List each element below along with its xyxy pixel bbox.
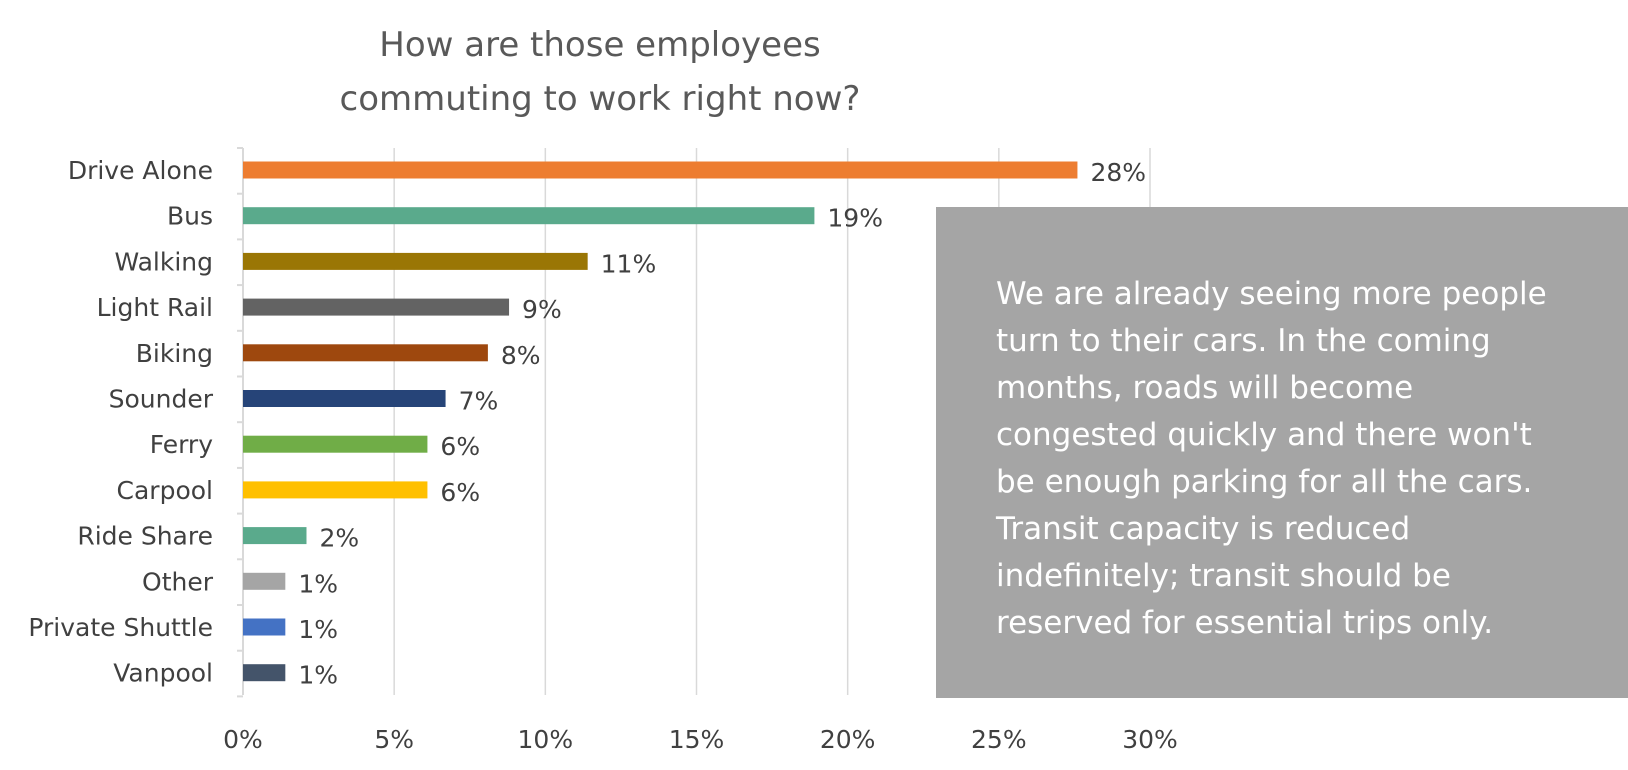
data-label: 7% <box>459 387 499 416</box>
data-label: 1% <box>298 569 338 598</box>
category-label: Bus <box>167 202 213 231</box>
data-label: 1% <box>298 661 338 690</box>
bar-biking <box>243 344 488 362</box>
category-label: Walking <box>114 247 213 276</box>
category-labels: Drive Alone Bus Walking Light Rail Biking Sou… <box>28 156 213 688</box>
annotation-text: We are already seeing more people turn t… <box>996 276 1547 641</box>
category-label: Drive Alone <box>68 156 213 185</box>
bar-light-rail <box>243 298 510 316</box>
category-label: Carpool <box>117 476 213 505</box>
data-label: 6% <box>440 478 480 507</box>
bar-private-shuttle <box>243 618 286 636</box>
chart-title: How are those employees commuting to work… <box>340 25 861 119</box>
data-label: 28% <box>1090 158 1146 187</box>
data-label: 8% <box>501 341 541 370</box>
bar-drive-alone <box>243 161 1078 179</box>
data-label: 2% <box>319 524 359 553</box>
bars <box>243 161 1078 682</box>
bar-other <box>243 572 286 590</box>
chart-title-line: commuting to work right now? <box>340 79 861 119</box>
category-label: Ride Share <box>77 522 213 551</box>
bar-carpool <box>243 481 428 499</box>
category-label: Sounder <box>109 385 214 414</box>
bar-sounder <box>243 390 446 407</box>
bar-bus <box>243 207 815 225</box>
category-label: Private Shuttle <box>28 613 213 642</box>
x-tick-label: 0% <box>223 725 263 754</box>
category-label: Vanpool <box>113 659 213 688</box>
x-tick-label: 5% <box>374 725 414 754</box>
x-tick-label: 20% <box>820 725 876 754</box>
x-tick-label: 10% <box>518 725 574 754</box>
data-label: 11% <box>601 249 657 278</box>
x-tick-label: 15% <box>669 725 725 754</box>
x-tick-label: 25% <box>971 725 1027 754</box>
category-label: Ferry <box>150 430 214 459</box>
category-label: Biking <box>136 339 213 368</box>
data-label: 6% <box>440 432 480 461</box>
data-label: 9% <box>522 295 562 324</box>
data-label: 19% <box>827 204 883 233</box>
data-label: 1% <box>298 615 338 644</box>
bar-walking <box>243 252 588 270</box>
x-tick-label: 30% <box>1122 725 1178 754</box>
bar-ferry <box>243 435 428 453</box>
bar-ride-share <box>243 527 307 545</box>
category-label: Other <box>142 567 214 596</box>
value-labels: 28% 19% 11% 9% 8%7% 6% 6% 2% 1% 1% 1% <box>298 158 1146 690</box>
annotation-box: We are already seeing more people turn t… <box>936 207 1628 698</box>
x-axis-tick-labels: 0% 5% 10% 15% 20% 25% 30% <box>223 725 1178 754</box>
chart-title-line: How are those employees <box>379 25 820 65</box>
category-label: Light Rail <box>97 293 213 322</box>
bar-vanpool <box>243 664 286 682</box>
